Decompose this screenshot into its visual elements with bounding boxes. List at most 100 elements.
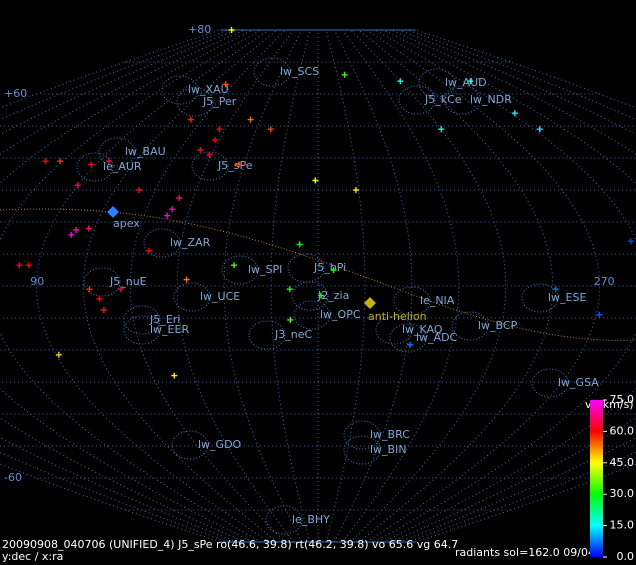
shower-area bbox=[293, 300, 331, 330]
shower-label: J2_zia bbox=[317, 289, 349, 302]
radiant bbox=[187, 116, 194, 123]
shower-area bbox=[521, 283, 559, 313]
radiant bbox=[169, 206, 176, 213]
shower-label: le_BHY bbox=[292, 513, 330, 526]
shower-label: lw_SCS bbox=[280, 65, 319, 78]
shower-label: lw_AUD bbox=[445, 76, 487, 89]
shower-area bbox=[76, 152, 114, 182]
radiant bbox=[296, 241, 303, 248]
shower-area bbox=[253, 57, 291, 87]
radiant bbox=[212, 137, 219, 144]
meridian bbox=[391, 29, 636, 543]
meridian bbox=[0, 29, 254, 543]
radiant bbox=[16, 262, 23, 269]
shower-area bbox=[123, 315, 161, 345]
radiant bbox=[117, 286, 124, 293]
radiant bbox=[231, 262, 238, 269]
radiant bbox=[596, 311, 603, 318]
radiant bbox=[85, 225, 92, 232]
radiant bbox=[352, 187, 359, 193]
shower-label: J5_Eri bbox=[149, 313, 180, 326]
meridian bbox=[0, 29, 237, 543]
apex-label: apex bbox=[113, 217, 140, 230]
radiant bbox=[86, 286, 93, 293]
dec-tick-label: +80 bbox=[188, 23, 211, 36]
meridian bbox=[0, 29, 245, 543]
shower-area bbox=[389, 323, 427, 353]
shower-label: lw_XAU bbox=[188, 83, 229, 96]
radiant bbox=[330, 267, 337, 273]
shower-area bbox=[343, 420, 381, 450]
shower-area bbox=[265, 505, 303, 535]
shower-area bbox=[287, 253, 325, 283]
radiant bbox=[105, 158, 112, 165]
footer-info: 20090908_040706 (UNIFIED_4) J5_sPe ro(46… bbox=[2, 538, 458, 551]
colorbar-tick-label: 60.0 bbox=[610, 424, 635, 437]
radiant bbox=[68, 231, 75, 238]
radiant bbox=[146, 247, 153, 254]
shower-label: lw_ZAR bbox=[170, 236, 211, 249]
radiant bbox=[206, 151, 213, 158]
shower-area bbox=[343, 435, 381, 465]
radiant bbox=[197, 147, 204, 153]
radiant bbox=[216, 126, 223, 133]
shower-label: J5_Per bbox=[202, 95, 237, 108]
shower-label: lw_BCP bbox=[478, 319, 518, 332]
shower-label: lw_ESE bbox=[548, 291, 586, 304]
radiant bbox=[552, 286, 559, 293]
radiant bbox=[100, 307, 107, 313]
shower-area bbox=[398, 85, 436, 115]
colorbar-tick-label: 0.0 bbox=[617, 550, 635, 563]
shower-area bbox=[176, 87, 214, 117]
shower-label: J3_neC bbox=[274, 328, 312, 341]
radiant bbox=[176, 195, 183, 201]
shower-label: lw_OPC bbox=[320, 308, 361, 321]
shower-label: J5_nuE bbox=[109, 275, 147, 288]
dec-tick-label: +60 bbox=[4, 87, 27, 100]
colorbar bbox=[590, 400, 603, 557]
meridian bbox=[342, 29, 460, 543]
radiant bbox=[164, 212, 171, 219]
radiant bbox=[287, 316, 294, 323]
shower-label: lw_EER bbox=[150, 323, 189, 336]
meridian bbox=[350, 29, 507, 543]
shower-label: lw_NDR bbox=[470, 93, 512, 106]
radiant bbox=[407, 341, 414, 348]
shower-label: lw_SPI bbox=[248, 263, 282, 276]
anti-helion-marker bbox=[364, 297, 376, 309]
shower-label: lw_BAU bbox=[125, 145, 166, 158]
shower-label: lw_UCE bbox=[200, 290, 240, 303]
radiant bbox=[267, 126, 274, 133]
radiant bbox=[341, 71, 348, 78]
ra-tick-label: 90 bbox=[30, 275, 44, 288]
shower-area bbox=[451, 311, 489, 341]
shower-label: lw_BRC bbox=[370, 428, 410, 441]
radiant bbox=[42, 158, 49, 165]
radiant bbox=[25, 262, 32, 269]
dec-tick-label: -60 bbox=[4, 471, 22, 484]
radiant bbox=[74, 182, 81, 189]
shower-label: J5_sPe bbox=[217, 159, 253, 172]
shower-label: lw_GDO bbox=[198, 438, 242, 451]
shower-label: J5_kCe bbox=[424, 93, 462, 106]
anti-helion-label: anti-helion bbox=[368, 310, 427, 323]
radiant bbox=[536, 126, 543, 133]
shower-area bbox=[83, 267, 121, 297]
radiant bbox=[96, 295, 103, 302]
shower-area bbox=[443, 85, 481, 115]
shower-area bbox=[291, 281, 329, 311]
radiant bbox=[171, 372, 178, 379]
radiant bbox=[318, 292, 325, 299]
shower-area bbox=[98, 137, 136, 167]
shower-label: lw_BIN bbox=[370, 443, 407, 456]
meridian bbox=[0, 29, 229, 543]
radiant bbox=[136, 187, 143, 193]
colorbar-tick-label: 30.0 bbox=[610, 487, 635, 500]
shower-area bbox=[173, 282, 211, 312]
shower-label: lw_GSA bbox=[558, 376, 599, 389]
shower-area bbox=[393, 286, 431, 316]
